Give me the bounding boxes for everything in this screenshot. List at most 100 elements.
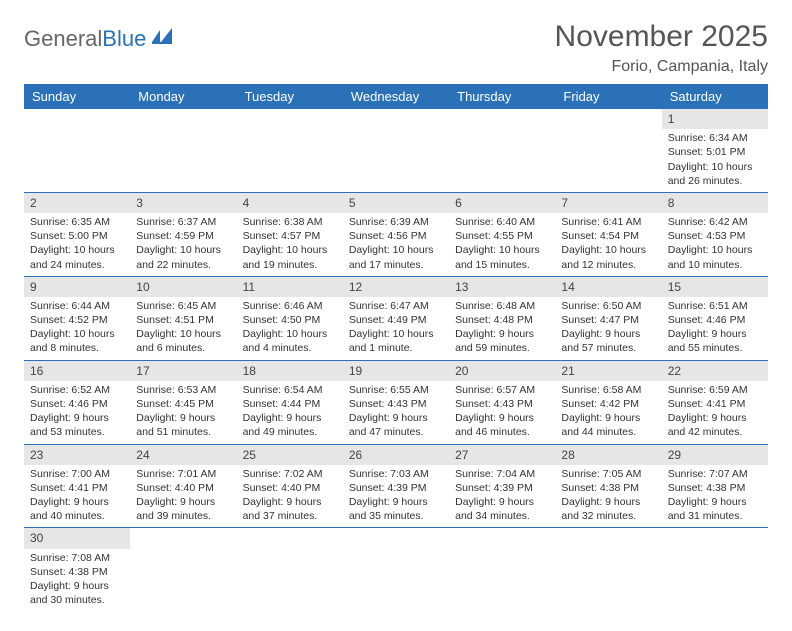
calendar-day-cell: 18Sunrise: 6:54 AMSunset: 4:44 PMDayligh… [237, 360, 343, 444]
day-number: 17 [130, 361, 236, 381]
calendar-empty-cell [449, 109, 555, 192]
sunrise-text: Sunrise: 7:07 AM [668, 467, 762, 481]
calendar-day-cell: 2Sunrise: 6:35 AMSunset: 5:00 PMDaylight… [24, 192, 130, 276]
day-number: 3 [130, 193, 236, 213]
day-details: Sunrise: 6:50 AMSunset: 4:47 PMDaylight:… [555, 297, 661, 360]
daylight-text: Daylight: 10 hours and 6 minutes. [136, 327, 230, 355]
sunset-text: Sunset: 4:51 PM [136, 313, 230, 327]
sunrise-text: Sunrise: 6:34 AM [668, 131, 762, 145]
sunrise-text: Sunrise: 6:53 AM [136, 383, 230, 397]
calendar-day-cell: 17Sunrise: 6:53 AMSunset: 4:45 PMDayligh… [130, 360, 236, 444]
location-subtitle: Forio, Campania, Italy [555, 58, 768, 76]
daylight-text: Daylight: 9 hours and 44 minutes. [561, 411, 655, 439]
day-number: 11 [237, 277, 343, 297]
daylight-text: Daylight: 10 hours and 17 minutes. [349, 243, 443, 271]
day-number: 18 [237, 361, 343, 381]
sunrise-text: Sunrise: 6:39 AM [349, 215, 443, 229]
day-number: 10 [130, 277, 236, 297]
day-number: 29 [662, 445, 768, 465]
calendar-day-cell: 6Sunrise: 6:40 AMSunset: 4:55 PMDaylight… [449, 192, 555, 276]
daylight-text: Daylight: 9 hours and 39 minutes. [136, 495, 230, 523]
day-details: Sunrise: 6:40 AMSunset: 4:55 PMDaylight:… [449, 213, 555, 276]
day-number: 8 [662, 193, 768, 213]
sunset-text: Sunset: 4:40 PM [243, 481, 337, 495]
sunset-text: Sunset: 4:52 PM [30, 313, 124, 327]
daylight-text: Daylight: 9 hours and 53 minutes. [30, 411, 124, 439]
sunset-text: Sunset: 4:38 PM [561, 481, 655, 495]
sunrise-text: Sunrise: 6:57 AM [455, 383, 549, 397]
calendar-day-cell: 10Sunrise: 6:45 AMSunset: 4:51 PMDayligh… [130, 276, 236, 360]
calendar-day-cell: 8Sunrise: 6:42 AMSunset: 4:53 PMDaylight… [662, 192, 768, 276]
weekday-header: Friday [555, 84, 661, 109]
sunrise-text: Sunrise: 6:58 AM [561, 383, 655, 397]
blank-daynum [130, 109, 236, 129]
calendar-day-cell: 29Sunrise: 7:07 AMSunset: 4:38 PMDayligh… [662, 444, 768, 528]
day-number: 28 [555, 445, 661, 465]
daylight-text: Daylight: 10 hours and 1 minute. [349, 327, 443, 355]
sunrise-text: Sunrise: 6:47 AM [349, 299, 443, 313]
weekday-header: Wednesday [343, 84, 449, 109]
daylight-text: Daylight: 9 hours and 34 minutes. [455, 495, 549, 523]
daylight-text: Daylight: 10 hours and 22 minutes. [136, 243, 230, 271]
sunrise-text: Sunrise: 7:01 AM [136, 467, 230, 481]
calendar-page: GeneralBlue November 2025 Forio, Campani… [0, 0, 792, 631]
calendar-day-cell: 28Sunrise: 7:05 AMSunset: 4:38 PMDayligh… [555, 444, 661, 528]
calendar-head: SundayMondayTuesdayWednesdayThursdayFrid… [24, 84, 768, 109]
day-details: Sunrise: 6:35 AMSunset: 5:00 PMDaylight:… [24, 213, 130, 276]
sunset-text: Sunset: 4:43 PM [455, 397, 549, 411]
sunset-text: Sunset: 4:49 PM [349, 313, 443, 327]
calendar-day-cell: 3Sunrise: 6:37 AMSunset: 4:59 PMDaylight… [130, 192, 236, 276]
sunrise-text: Sunrise: 7:02 AM [243, 467, 337, 481]
sunset-text: Sunset: 4:39 PM [455, 481, 549, 495]
day-details: Sunrise: 7:00 AMSunset: 4:41 PMDaylight:… [24, 465, 130, 528]
sunset-text: Sunset: 4:38 PM [30, 565, 124, 579]
blank-daynum [449, 109, 555, 129]
calendar-empty-cell [555, 528, 661, 611]
daylight-text: Daylight: 9 hours and 37 minutes. [243, 495, 337, 523]
day-number: 24 [130, 445, 236, 465]
daylight-text: Daylight: 9 hours and 59 minutes. [455, 327, 549, 355]
calendar-day-cell: 23Sunrise: 7:00 AMSunset: 4:41 PMDayligh… [24, 444, 130, 528]
sunrise-text: Sunrise: 6:38 AM [243, 215, 337, 229]
sunrise-text: Sunrise: 6:52 AM [30, 383, 124, 397]
sunrise-text: Sunrise: 7:08 AM [30, 551, 124, 565]
weekday-header: Thursday [449, 84, 555, 109]
calendar-day-cell: 20Sunrise: 6:57 AMSunset: 4:43 PMDayligh… [449, 360, 555, 444]
day-number: 19 [343, 361, 449, 381]
sunset-text: Sunset: 5:01 PM [668, 145, 762, 159]
daylight-text: Daylight: 9 hours and 46 minutes. [455, 411, 549, 439]
calendar-empty-cell [130, 109, 236, 192]
day-details: Sunrise: 7:07 AMSunset: 4:38 PMDaylight:… [662, 465, 768, 528]
day-details: Sunrise: 6:39 AMSunset: 4:56 PMDaylight:… [343, 213, 449, 276]
calendar-day-cell: 12Sunrise: 6:47 AMSunset: 4:49 PMDayligh… [343, 276, 449, 360]
day-number: 5 [343, 193, 449, 213]
sunset-text: Sunset: 4:47 PM [561, 313, 655, 327]
weekday-header: Monday [130, 84, 236, 109]
weekday-header: Saturday [662, 84, 768, 109]
day-number: 7 [555, 193, 661, 213]
calendar-day-cell: 26Sunrise: 7:03 AMSunset: 4:39 PMDayligh… [343, 444, 449, 528]
calendar-day-cell: 21Sunrise: 6:58 AMSunset: 4:42 PMDayligh… [555, 360, 661, 444]
day-number: 21 [555, 361, 661, 381]
day-details: Sunrise: 6:59 AMSunset: 4:41 PMDaylight:… [662, 381, 768, 444]
daylight-text: Daylight: 9 hours and 49 minutes. [243, 411, 337, 439]
sunset-text: Sunset: 4:40 PM [136, 481, 230, 495]
calendar-day-cell: 15Sunrise: 6:51 AMSunset: 4:46 PMDayligh… [662, 276, 768, 360]
calendar-row: 2Sunrise: 6:35 AMSunset: 5:00 PMDaylight… [24, 192, 768, 276]
calendar-empty-cell [343, 528, 449, 611]
day-number: 14 [555, 277, 661, 297]
daylight-text: Daylight: 10 hours and 12 minutes. [561, 243, 655, 271]
calendar-empty-cell [343, 109, 449, 192]
sunrise-text: Sunrise: 6:35 AM [30, 215, 124, 229]
sunset-text: Sunset: 4:46 PM [668, 313, 762, 327]
sunrise-text: Sunrise: 7:00 AM [30, 467, 124, 481]
day-number: 27 [449, 445, 555, 465]
day-details: Sunrise: 7:01 AMSunset: 4:40 PMDaylight:… [130, 465, 236, 528]
daylight-text: Daylight: 9 hours and 55 minutes. [668, 327, 762, 355]
weekday-header: Sunday [24, 84, 130, 109]
calendar-day-cell: 13Sunrise: 6:48 AMSunset: 4:48 PMDayligh… [449, 276, 555, 360]
day-number: 16 [24, 361, 130, 381]
sunrise-text: Sunrise: 6:44 AM [30, 299, 124, 313]
daylight-text: Daylight: 10 hours and 10 minutes. [668, 243, 762, 271]
day-details: Sunrise: 6:37 AMSunset: 4:59 PMDaylight:… [130, 213, 236, 276]
